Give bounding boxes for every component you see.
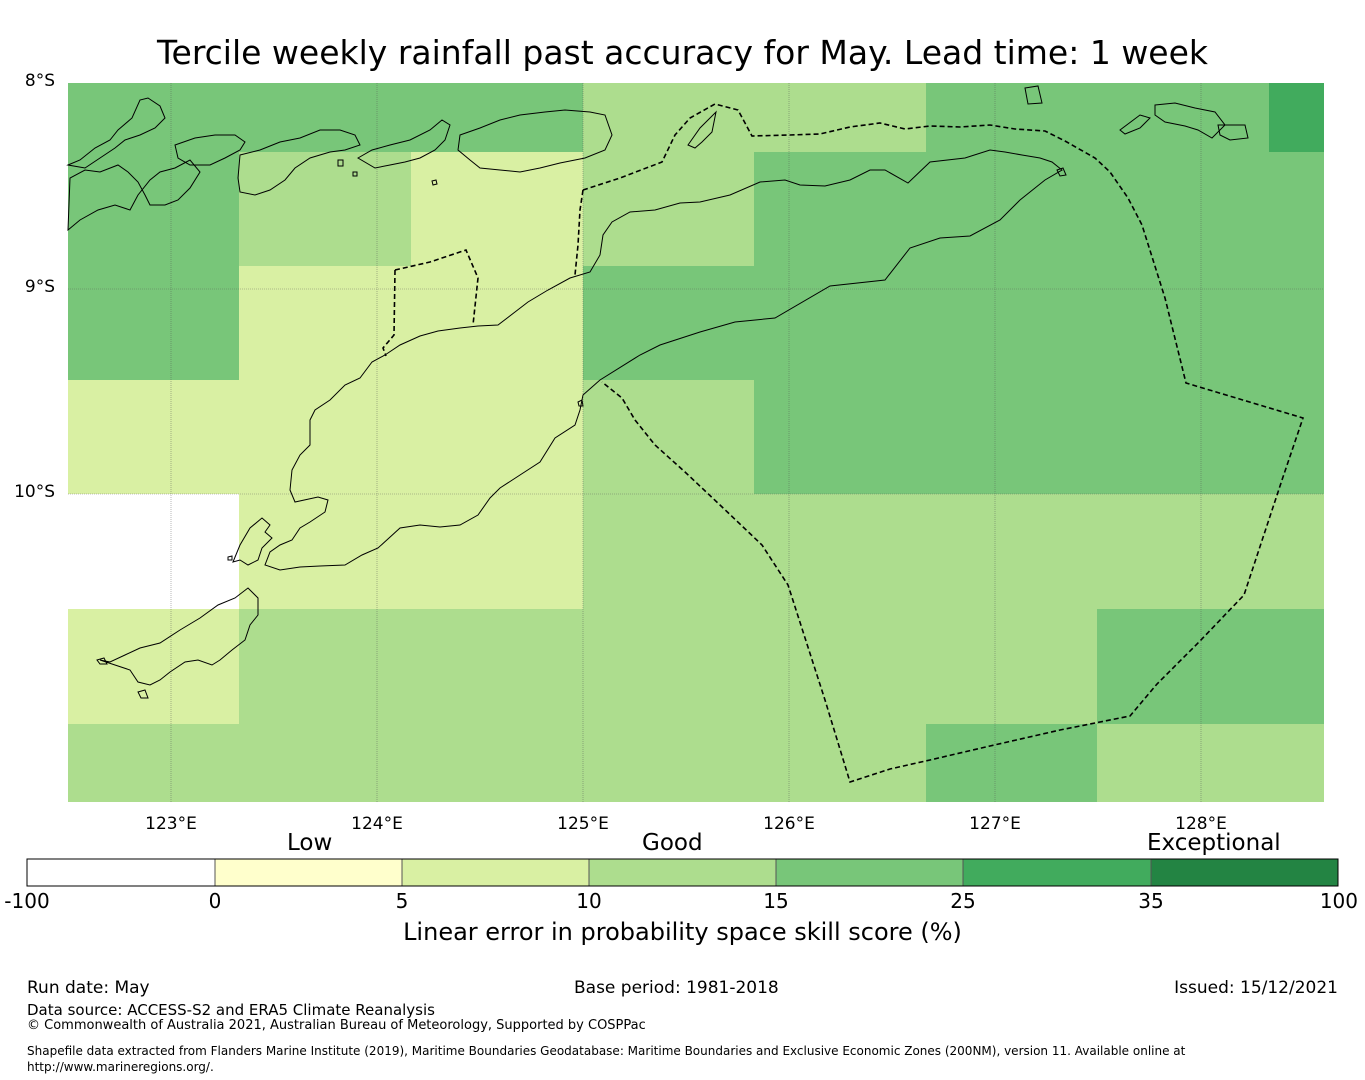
colorbar-segment	[27, 859, 215, 886]
lat-label: 9°S	[24, 277, 55, 297]
colorbar-segment	[1151, 859, 1338, 886]
grid-cell	[239, 152, 411, 266]
grid-cell	[68, 380, 583, 494]
grid-cell	[926, 724, 1097, 802]
lon-label: 128°E	[1175, 814, 1227, 834]
skill-grid	[68, 83, 1324, 802]
lon-label: 125°E	[557, 814, 609, 834]
colorbar-tick: 35	[1138, 889, 1164, 913]
flores-coast	[67, 159, 201, 232]
atauro-coast	[687, 110, 717, 149]
grid-cell	[754, 380, 1324, 494]
liran-coast	[1024, 85, 1043, 105]
grid-cell	[1097, 724, 1324, 802]
oecusse-eez	[394, 249, 479, 326]
grid-cell	[239, 609, 1097, 724]
lat-label: 10°S	[14, 482, 55, 502]
colorbar-segment	[215, 859, 402, 886]
colorbar-tick: 15	[763, 889, 789, 913]
kisar-coast	[1154, 102, 1226, 139]
colorbar-tick: 100	[1319, 889, 1358, 913]
grid-cell	[583, 380, 754, 494]
small-islet-6	[577, 399, 584, 407]
maritime-boundary	[382, 103, 1305, 784]
rote-coast	[99, 587, 259, 686]
issued-date: Issued: 15/12/2021	[1174, 978, 1338, 998]
adonara-coast	[174, 134, 246, 166]
colorbar-outline	[26, 858, 1339, 887]
colorbar-segment	[402, 859, 589, 886]
grid-cell	[583, 494, 1324, 609]
timor-leste-eez	[582, 103, 1305, 784]
western-boundary	[574, 189, 584, 276]
base-period: Base period: 1981-2018	[574, 978, 779, 998]
colorbar-tick: -100	[4, 889, 50, 913]
pantar-coast	[357, 119, 451, 169]
colorbar-tick: 0	[208, 889, 222, 913]
grid-cell	[68, 609, 239, 724]
gridlines	[68, 83, 1324, 802]
grid-cell	[68, 266, 239, 380]
timor-coast	[264, 149, 1063, 571]
grid-cell	[1269, 83, 1324, 152]
flores-north-coast	[66, 97, 166, 169]
oecusse-eez-west	[382, 269, 396, 357]
small-islet-2	[431, 179, 438, 186]
alor-coast	[457, 109, 613, 173]
wetar-coast	[1119, 114, 1151, 135]
colorbar-category-low: Low	[287, 830, 333, 856]
lat-label: 8°S	[24, 71, 55, 91]
grid-cell	[583, 83, 926, 152]
grid-cell	[754, 152, 1324, 266]
copyright: © Commonwealth of Australia 2021, Austra…	[27, 1018, 646, 1033]
grid-cell	[411, 152, 583, 266]
colorbar-label: Linear error in probability space skill …	[403, 918, 962, 946]
lon-label: 126°E	[763, 814, 815, 834]
colorbar-category-exceptional: Exceptional	[1147, 830, 1281, 856]
leti-coast	[1217, 124, 1249, 141]
coastlines	[66, 85, 1249, 699]
colorbar-tick: 25	[950, 889, 976, 913]
colorbar-tick: 10	[576, 889, 602, 913]
shapefile-credit: Shapefile data extracted from Flanders M…	[27, 1044, 1186, 1074]
colorbar	[26, 858, 1339, 887]
lon-label: 127°E	[969, 814, 1021, 834]
grid-cell	[583, 266, 1324, 380]
grid-cell	[583, 152, 754, 266]
lon-label: 124°E	[351, 814, 403, 834]
small-islet-3	[352, 171, 358, 177]
colorbar-tick: 5	[395, 889, 409, 913]
grid-cell	[239, 494, 583, 609]
small-islet-4	[96, 657, 108, 665]
grid-cell	[68, 152, 239, 266]
islet-coast	[137, 689, 149, 699]
colorbar-segment	[963, 859, 1151, 886]
grid-cell	[239, 266, 583, 380]
small-islet-5	[227, 555, 233, 561]
jaco-coast	[1056, 167, 1067, 177]
grid-cell	[926, 83, 1269, 152]
grid-cell	[68, 83, 583, 152]
colorbar-category-good: Good	[642, 830, 703, 856]
semau-coast	[232, 517, 273, 566]
run-date: Run date: May	[27, 978, 150, 998]
grid-cell	[68, 724, 926, 802]
lon-label: 123°E	[145, 814, 197, 834]
map-title: Tercile weekly rainfall past accuracy fo…	[156, 33, 1209, 72]
colorbar-segment	[589, 859, 776, 886]
lembata-coast	[237, 129, 361, 196]
colorbar-segment	[776, 859, 963, 886]
grid-cell	[68, 494, 239, 609]
data-source: Data source: ACCESS-S2 and ERA5 Climate …	[27, 1001, 435, 1019]
grid-cell	[1097, 609, 1324, 724]
small-islet-1	[337, 159, 344, 167]
